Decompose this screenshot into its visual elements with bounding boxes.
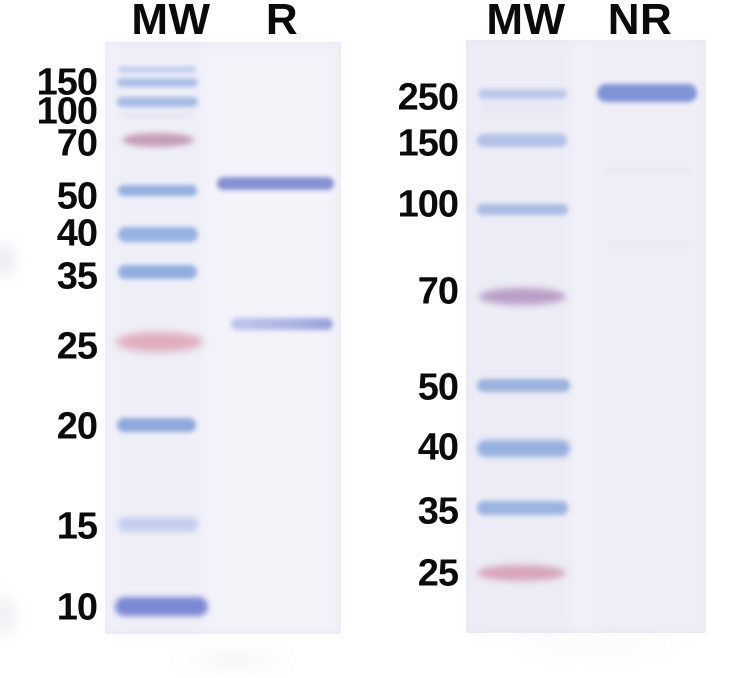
lane-header-mw: MW <box>131 0 211 44</box>
band-mw-25 <box>477 565 566 581</box>
lane-mw-ladder <box>471 40 573 633</box>
band-mw-faint-90 <box>120 112 194 118</box>
marker-label-100: 100 <box>36 90 98 133</box>
lane-r-sample <box>211 42 339 634</box>
band-mw-25 <box>116 332 203 352</box>
lane-nr-sample <box>591 40 703 633</box>
marker-label-25: 25 <box>417 552 459 595</box>
band-mw-150 <box>477 134 567 147</box>
band-mw-70 <box>122 133 194 147</box>
marker-label-10: 10 <box>56 586 98 629</box>
gel-nonreduced-membrane <box>466 40 706 633</box>
marker-label-100: 100 <box>397 183 459 226</box>
band-nr-igg <box>597 84 697 102</box>
band-mw-35 <box>477 501 568 515</box>
marker-label-15: 15 <box>56 505 98 548</box>
marker-label-50: 50 <box>417 366 459 409</box>
marker-label-150: 150 <box>397 122 459 165</box>
marker-label-40: 40 <box>417 426 459 469</box>
band-mw-150 <box>117 78 198 87</box>
marker-label-20: 20 <box>56 405 98 448</box>
marker-label-35: 35 <box>417 490 459 533</box>
marker-label-250: 250 <box>397 76 459 119</box>
band-mw-70 <box>479 288 566 305</box>
band-r-heavy-chain <box>217 177 334 190</box>
band-mw-15 <box>118 517 198 532</box>
marker-label-25: 25 <box>56 325 98 368</box>
gel-reduced-membrane <box>105 42 341 634</box>
gel-floor-shadow <box>168 650 298 670</box>
marker-label-50: 50 <box>56 175 98 218</box>
band-mw-40 <box>477 440 570 457</box>
band-mw-upper <box>118 66 196 73</box>
photo-edge-smudge <box>0 585 20 645</box>
band-nr-faint-1 <box>602 167 692 173</box>
lane-header-mw: MW <box>486 0 566 44</box>
lane-header-nr: NR <box>607 0 673 44</box>
marker-label-40: 40 <box>56 212 98 255</box>
band-mw-10 <box>115 597 208 616</box>
marker-label-70: 70 <box>417 270 459 313</box>
band-mw-40 <box>118 227 198 242</box>
lane-header-r: R <box>265 0 299 44</box>
band-mw-faint-230 <box>480 106 563 111</box>
band-mw-250 <box>478 89 567 99</box>
band-mw-20 <box>117 418 196 432</box>
marker-label-70: 70 <box>56 122 98 165</box>
band-mw-100 <box>477 204 568 215</box>
band-mw-35 <box>118 265 197 279</box>
marker-label-35: 35 <box>56 255 98 298</box>
band-mw-100 <box>117 97 198 107</box>
marker-label-150: 150 <box>36 61 98 104</box>
photo-edge-smudge <box>0 235 18 285</box>
band-mw-50 <box>477 379 570 392</box>
gel-floor-shadow <box>498 638 688 656</box>
band-r-light-chain <box>231 318 333 330</box>
band-nr-faint-2 <box>605 243 693 249</box>
band-mw-50 <box>118 185 197 196</box>
